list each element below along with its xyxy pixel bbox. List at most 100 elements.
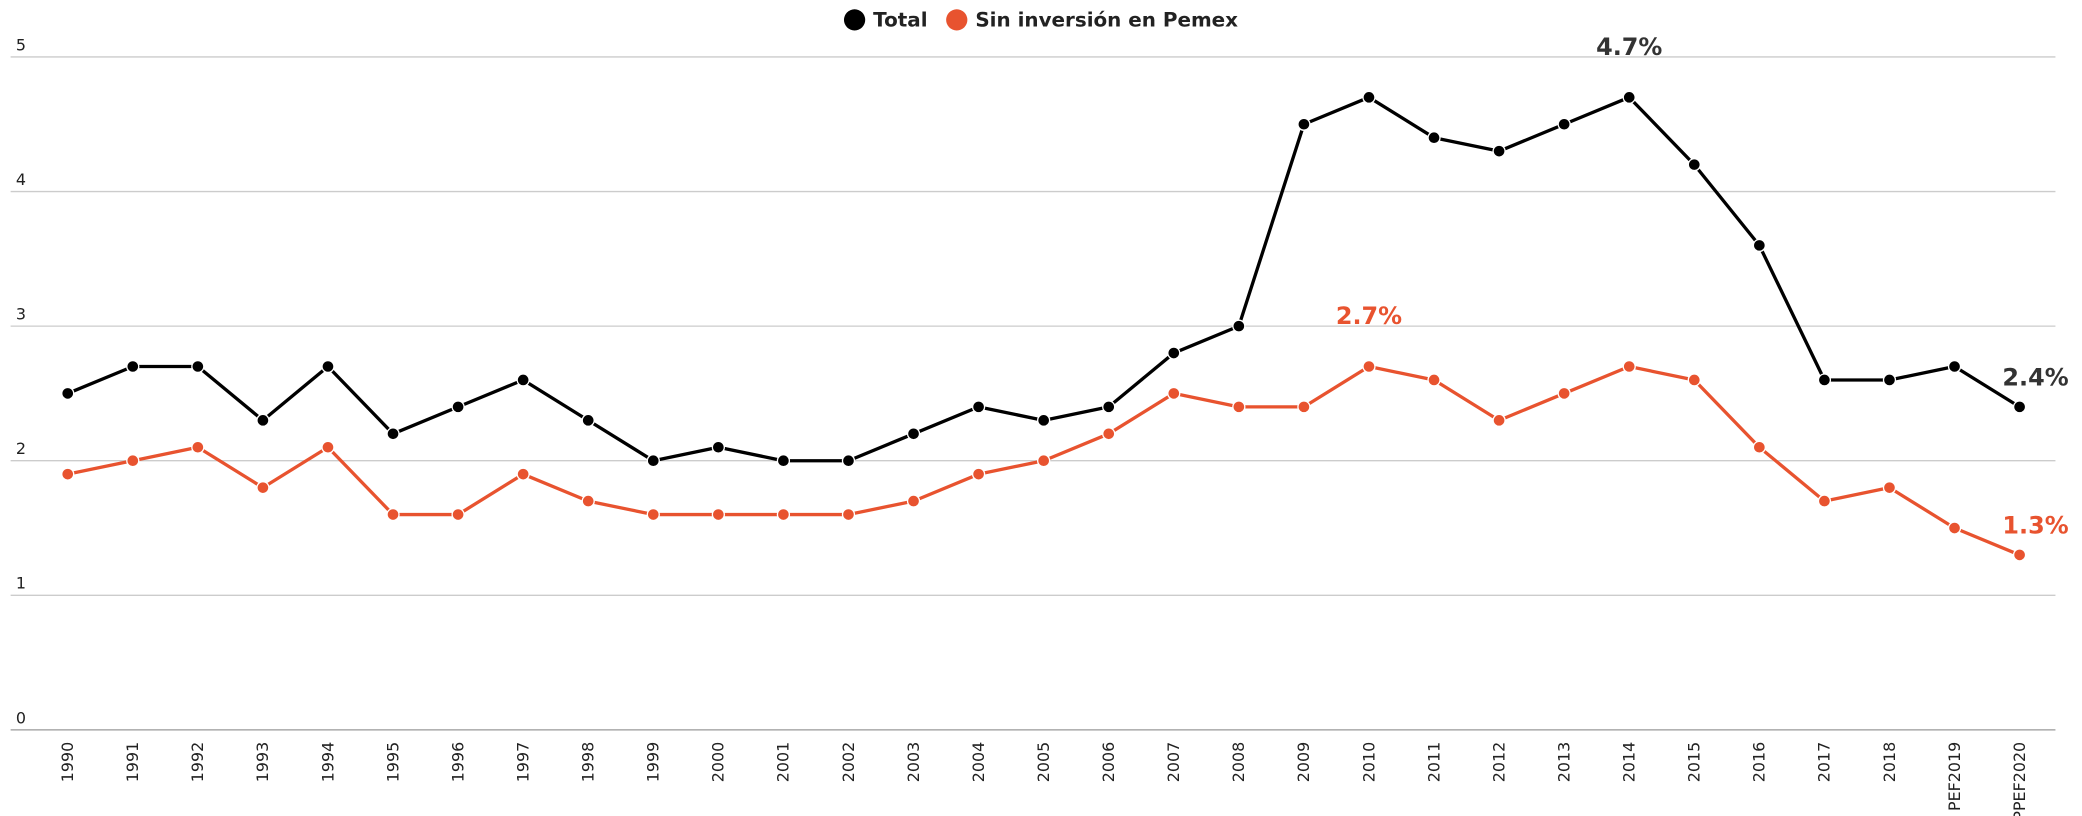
x-tick-label: 2011 [1424,742,1443,782]
data-point [841,454,856,468]
data-point [971,467,986,481]
y-tick-label: 4 [16,170,26,189]
data-point [1817,494,1832,508]
legend-label: Total [873,9,927,32]
x-tick-label: 2014 [1620,742,1639,782]
x-tick-label: 2016 [1750,742,1769,782]
x-tick-label: 2008 [1229,742,1248,782]
series-line [67,95,2021,463]
data-point [1817,373,1832,387]
y-tick-label: 0 [16,708,26,727]
value-label: 2.7% [1336,302,1402,330]
data-point [776,454,791,468]
data-point [1167,386,1181,401]
x-tick-label: PPEF2020 [2010,742,2029,816]
x-tick-label: 2012 [1489,742,1508,782]
data-point [1947,521,1962,535]
x-tick-label: 2004 [969,742,988,782]
x-tick-label: 2000 [709,742,728,782]
x-tick-label: 1993 [253,742,272,782]
data-point [1167,346,1181,360]
y-tick-label: 5 [16,35,26,54]
value-label: 2.4% [2002,364,2068,392]
data-point [126,454,140,468]
data-point [1492,413,1506,427]
data-point [1102,400,1116,414]
y-tick-label: 1 [16,574,26,593]
data-point [1882,373,1897,387]
data-point [906,427,921,441]
x-tick-label: 2003 [904,742,923,782]
data-point [191,359,205,374]
data-point [1037,413,1051,427]
data-point [1752,440,1766,454]
data-point [126,359,140,374]
data-point [1297,117,1311,131]
data-point [61,467,75,481]
data-point [711,507,725,522]
data-point [451,507,465,522]
data-point [256,481,270,495]
data-point [581,494,595,508]
data-point [1427,373,1441,387]
data-point [1622,359,1636,374]
data-point [321,440,335,454]
x-tick-label: 2005 [1034,742,1053,782]
x-tick-label: 2015 [1685,742,1704,782]
x-tick-label: 1998 [579,742,598,782]
legend-label: Sin inversión en Pemex [975,9,1238,32]
data-point [516,467,530,481]
x-tick-label: 1995 [383,742,402,782]
data-point [1557,386,1571,401]
data-point [711,440,725,454]
data-point [1037,454,1051,468]
data-point [1232,319,1246,333]
data-point [1687,373,1701,387]
data-point [1882,481,1897,495]
data-point [581,413,595,427]
data-point [841,507,856,522]
x-tick-label: 2017 [1815,742,1834,782]
x-tick-label: 1990 [58,742,77,782]
x-tick-label: 2018 [1880,742,1899,782]
x-tick-label: PEF2019 [1945,742,1964,811]
data-point [2012,548,2027,562]
x-tick-label: 2009 [1294,742,1313,782]
x-tick-label: 1992 [188,742,207,782]
legend-marker [843,9,866,31]
x-tick-label: 2013 [1554,742,1573,782]
data-point [1362,359,1376,374]
data-point [1622,90,1636,104]
x-tick-label: 1997 [513,742,532,782]
data-point [386,427,400,441]
x-tick-label: 1991 [123,742,142,782]
data-point [451,400,465,414]
data-point [1362,90,1376,104]
x-tick-label: 1996 [448,742,467,782]
x-tick-label: 2006 [1099,742,1118,782]
x-tick-label: 2001 [774,742,793,782]
data-point [256,413,270,427]
x-tick-label: 2007 [1164,742,1183,782]
value-label: 4.7% [1596,33,1662,61]
data-point [776,507,791,522]
data-point [1232,400,1246,414]
data-point [646,454,660,468]
data-point [1427,131,1441,145]
data-point [1752,238,1766,253]
data-point [321,359,335,374]
data-point [1297,400,1311,414]
data-point [61,386,75,401]
x-tick-label: 1999 [644,742,663,782]
data-point [971,400,986,414]
data-point [646,507,660,522]
y-tick-label: 2 [16,439,26,458]
data-point [1492,144,1506,158]
data-point [191,440,205,454]
data-point [1947,359,1962,374]
legend-marker [946,9,968,31]
value-label: 1.3% [2002,512,2068,540]
x-tick-label: 2002 [839,742,858,782]
data-point [2012,400,2027,414]
